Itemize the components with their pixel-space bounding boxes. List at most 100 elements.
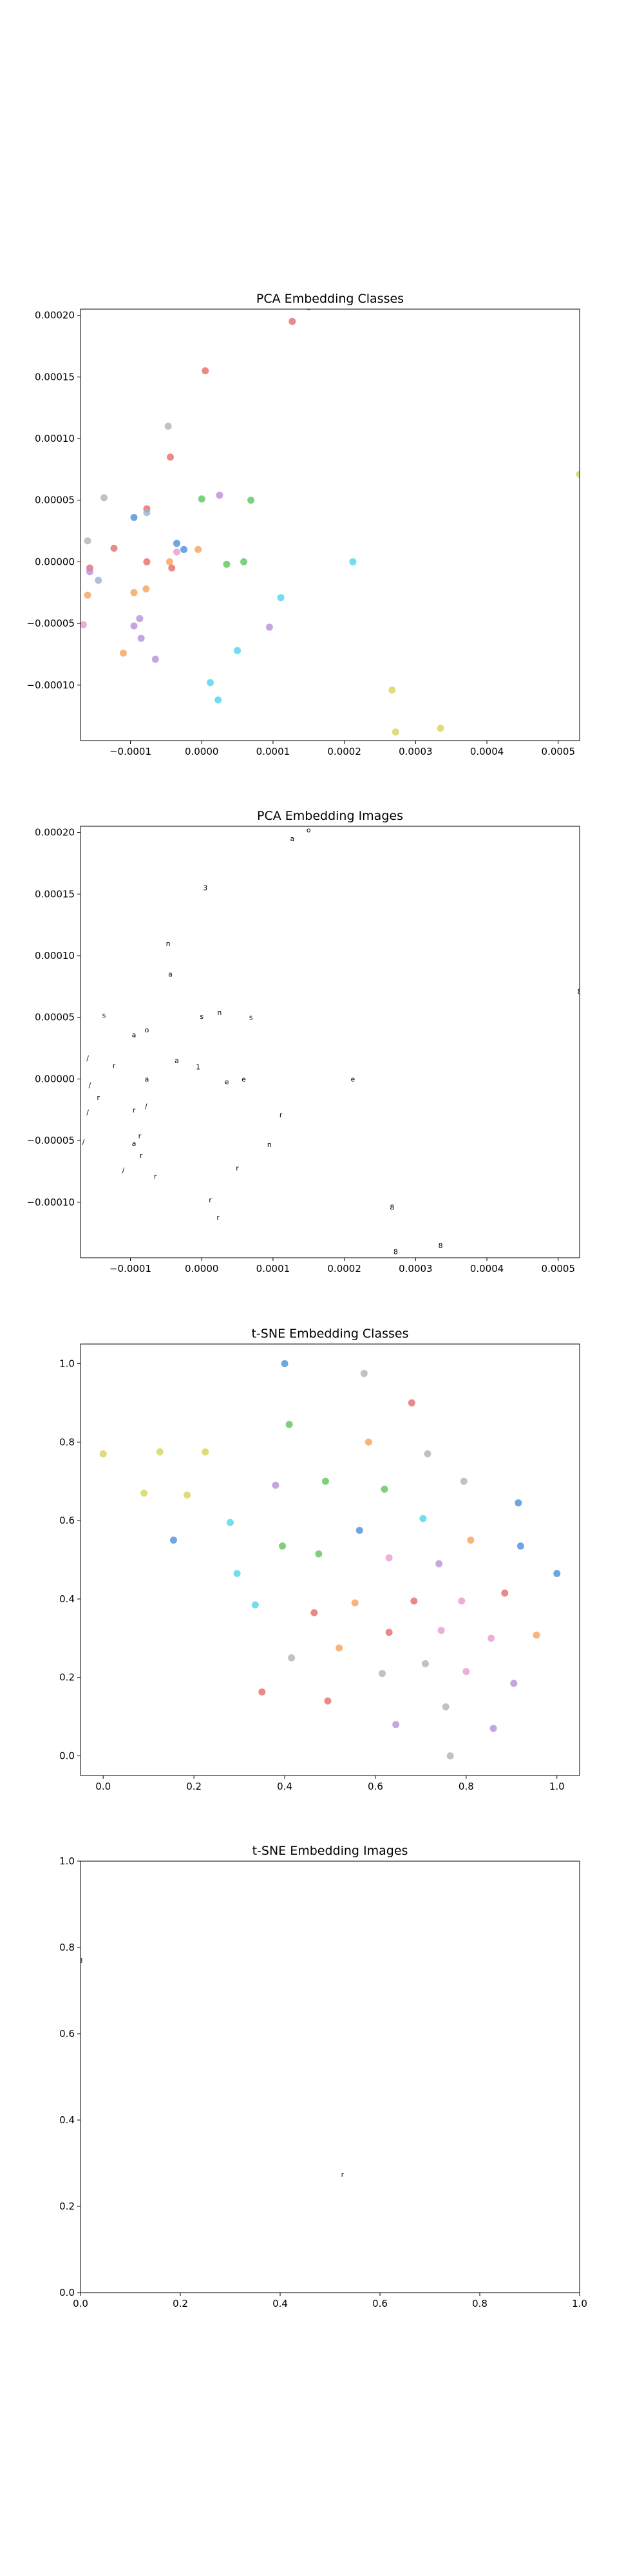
y-tick-label: 0.0: [59, 2287, 75, 2298]
x-tick-label: 0.0002: [327, 746, 361, 757]
scatter-point: [315, 1550, 323, 1558]
image-thumbnail-point: e: [351, 1075, 355, 1083]
x-tick-label: 0.2: [173, 2298, 188, 2309]
scatter-point: [515, 1499, 522, 1507]
scatter-point: [289, 317, 296, 325]
image-thumbnail-point: a: [290, 835, 294, 843]
scatter-point: [119, 649, 127, 657]
subplot-title: t-SNE Embedding Images: [252, 1844, 408, 1858]
x-tick-label: 0.0: [73, 2298, 88, 2309]
scatter-point: [100, 494, 108, 502]
scatter-point: [84, 537, 91, 545]
scatter-point: [460, 1477, 468, 1485]
image-thumbnail-point: r: [138, 1132, 142, 1140]
scatter-point: [516, 1542, 524, 1550]
scatter-point: [277, 594, 285, 601]
y-tick-label: 1.0: [59, 1358, 75, 1369]
y-tick-label: −0.00010: [26, 1197, 75, 1208]
image-thumbnail-point: a: [145, 1075, 149, 1083]
scatter-point: [167, 453, 174, 461]
y-tick-label: 0.4: [59, 2114, 75, 2126]
y-tick-label: 0.00000: [35, 556, 75, 567]
scatter-point: [467, 1537, 475, 1544]
scatter-point: [130, 514, 138, 522]
scatter-point: [381, 1485, 388, 1493]
scatter-point: [110, 544, 118, 552]
image-thumbnail-point: n: [267, 1141, 272, 1149]
scatter-point: [408, 1399, 415, 1406]
image-thumbnail-point: 8: [439, 1242, 443, 1250]
image-thumbnail-point: 8: [390, 1204, 394, 1212]
scatter-point: [130, 589, 138, 596]
image-thumbnail-point: /: [122, 1166, 125, 1175]
y-tick-label: 1.0: [59, 1855, 75, 1867]
points-layer: [99, 1359, 561, 1760]
x-tick-label: 0.0004: [470, 1263, 504, 1274]
scatter-point: [214, 696, 222, 704]
scatter-point: [365, 1438, 372, 1446]
image-thumbnail-point: e: [242, 1075, 246, 1083]
x-tick-label: 0.8: [472, 2298, 488, 2309]
scatter-point: [202, 1448, 209, 1455]
subplot-3: t-SNE Embedding Classes 0.0 0.2 0.4 0.6 0.8 1.…: [59, 1327, 580, 1792]
y-tick-label: −0.00005: [26, 1135, 75, 1146]
scatter-point: [151, 656, 159, 663]
y-tick-label: 0.00005: [35, 1012, 75, 1023]
scatter-point: [310, 1609, 318, 1616]
image-thumbnail-point: o: [307, 826, 311, 835]
scatter-point: [321, 1477, 329, 1485]
image-thumbnail-point: 2: [307, 820, 311, 828]
scatter-point: [207, 679, 214, 687]
y-tick-label: 0.00000: [35, 1073, 75, 1084]
scatter-point: [86, 568, 93, 576]
x-tick-label: 0.0005: [542, 1263, 576, 1274]
image-thumbnail-point: e: [225, 1077, 229, 1086]
y-tick-label: 0.6: [59, 1515, 75, 1526]
image-thumbnail-point: r: [216, 1213, 220, 1222]
scatter-point: [223, 560, 231, 568]
y-tick-label: 0.0: [59, 1750, 75, 1762]
x-tick-label: 0.0002: [327, 1263, 361, 1274]
axes-frame: [80, 1343, 580, 1776]
y-tick-label: 0.00015: [35, 371, 75, 383]
scatter-point: [234, 647, 242, 654]
image-thumbnail-point: r: [341, 2170, 345, 2179]
y-tick-label: −0.00005: [26, 618, 75, 629]
scatter-point: [143, 509, 151, 516]
scatter-point: [392, 728, 399, 736]
image-thumbnail-point: a: [168, 971, 173, 979]
y-tick-label: 0.00020: [35, 827, 75, 838]
scatter-point: [136, 614, 144, 622]
image-thumbnail-point: a: [132, 1139, 137, 1148]
scatter-point: [351, 1599, 359, 1607]
scatter-point: [285, 1421, 293, 1428]
scatter-point: [251, 1601, 259, 1609]
scatter-point: [349, 558, 357, 565]
scatter-point: [424, 1450, 431, 1458]
x-tick-label: 0.0003: [399, 746, 433, 757]
scatter-point: [379, 1670, 386, 1678]
x-tick-label: 0.8: [459, 1781, 474, 1792]
scatter-point: [258, 1688, 266, 1696]
x-tick-label: 0.2: [186, 1781, 202, 1792]
image-thumbnail-point: r: [113, 1061, 116, 1070]
scatter-point: [194, 545, 202, 553]
scatter-point: [80, 621, 87, 629]
x-tick-label: 1.0: [549, 1781, 565, 1792]
scatter-point: [576, 471, 580, 478]
scatter-point: [99, 1450, 107, 1458]
image-thumbnail-point: r: [97, 1094, 100, 1102]
y-tick-label: 0.8: [59, 1436, 75, 1448]
scatter-point: [360, 1370, 368, 1378]
image-thumbnail-point: 8: [578, 988, 582, 996]
y-tick-label: 0.00010: [35, 433, 75, 444]
image-thumbnail-point: 3: [203, 884, 207, 893]
scatter-point: [279, 1542, 287, 1550]
axes-frame: [80, 308, 580, 741]
scatter-point: [227, 1519, 234, 1526]
x-tick-label: 0.0000: [185, 1263, 219, 1274]
scatter-point: [130, 622, 138, 630]
scatter-point: [173, 548, 180, 556]
